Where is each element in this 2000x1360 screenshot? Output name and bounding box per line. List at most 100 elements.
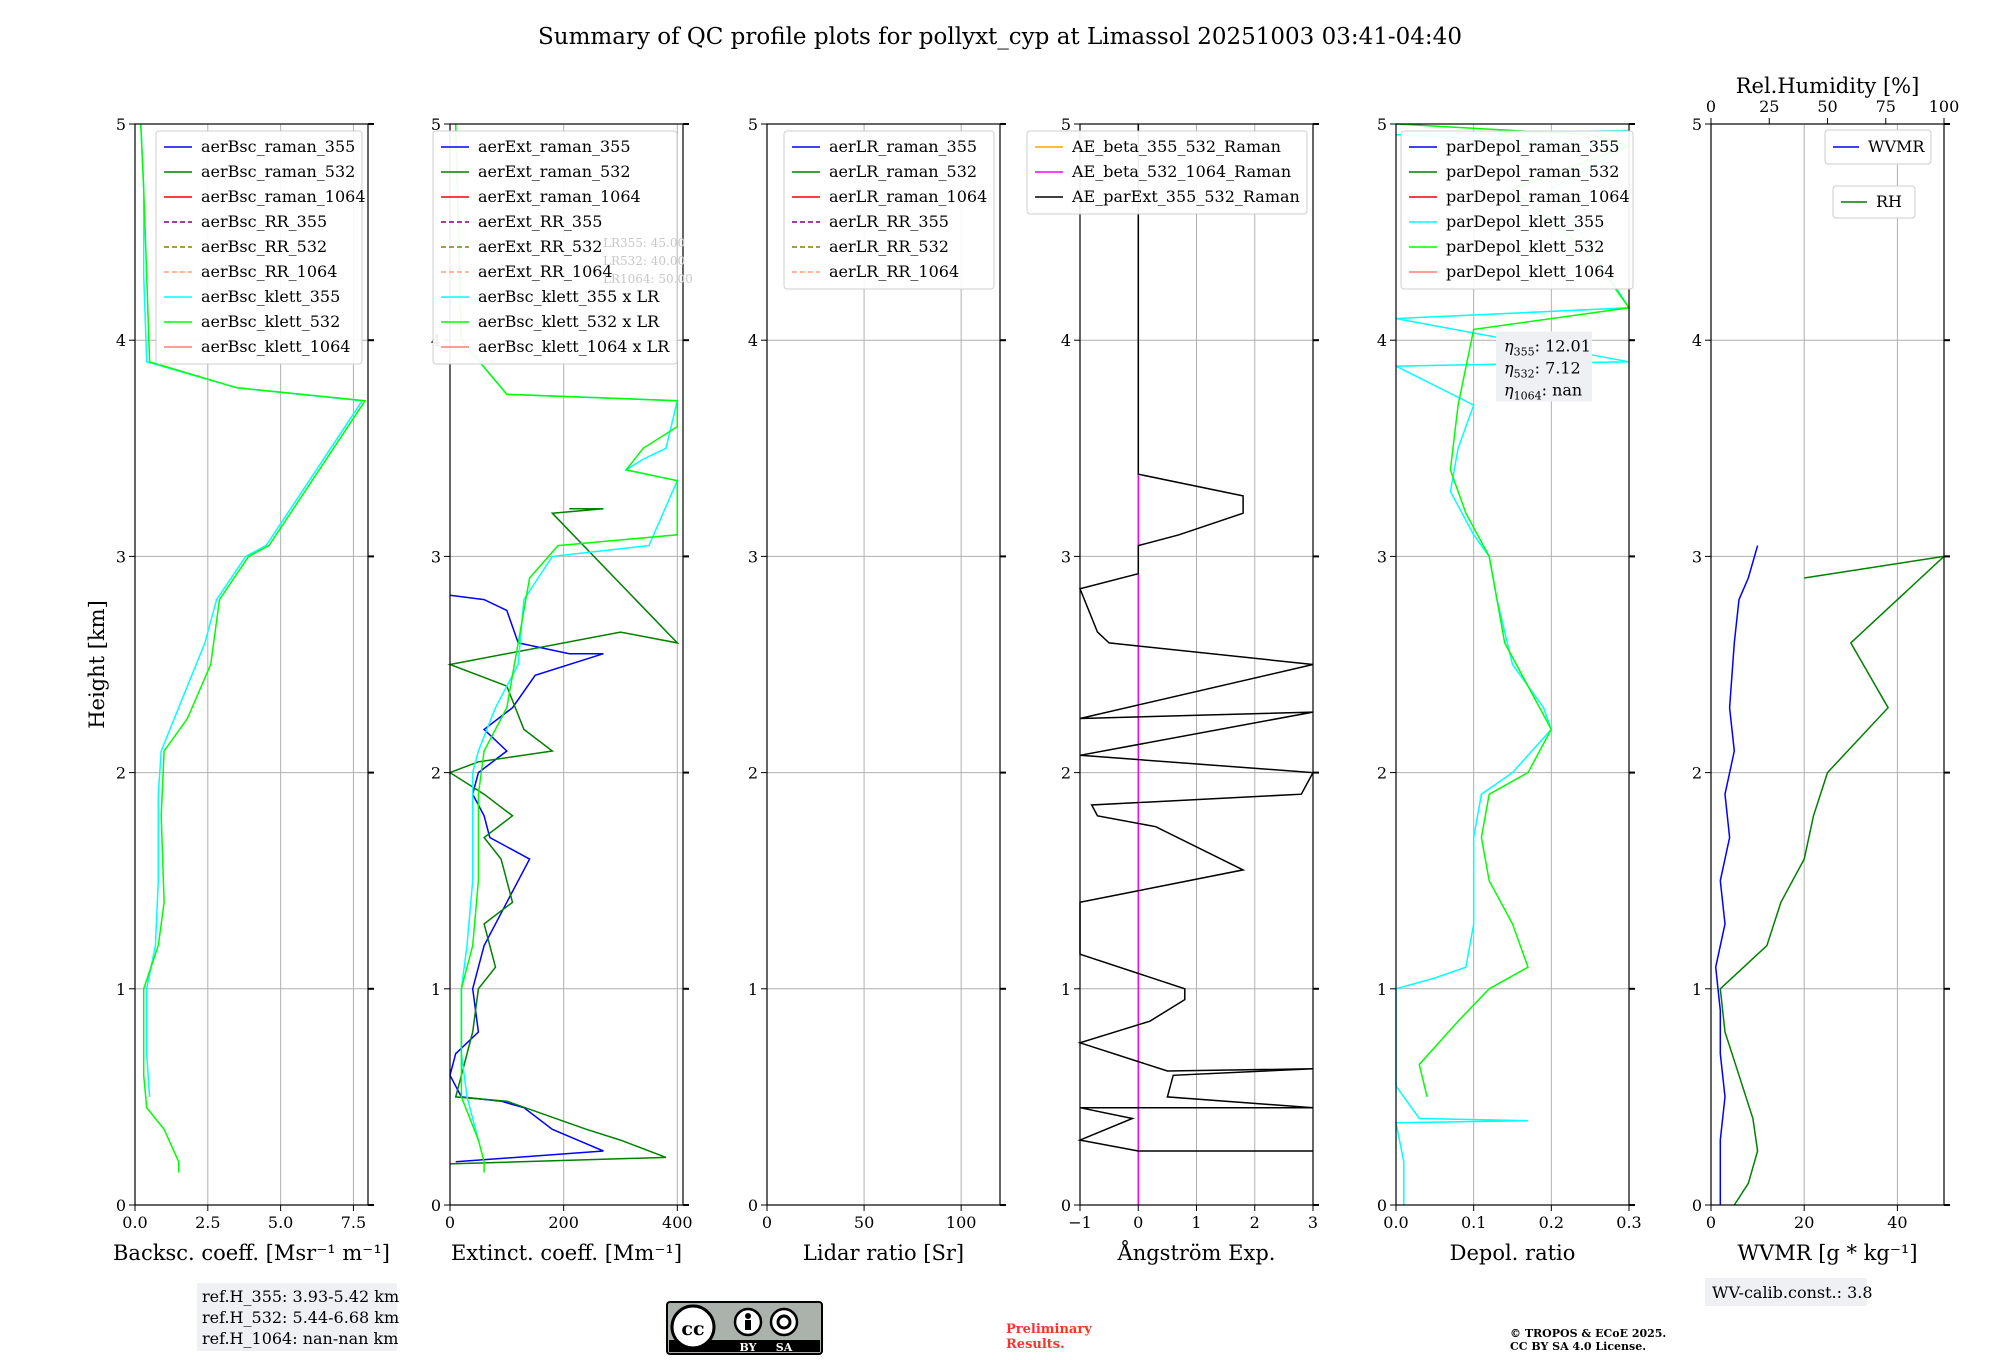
legend-entry: aerExt_raman_532 [478, 162, 631, 181]
panel-1: 0.0 2.5 5.0 7.5 0 1 2 3 4 5 Backsc. coeff. [Msr⁻¹ … [85, 115, 399, 1351]
preliminary-line-1: Preliminary [1006, 1322, 1092, 1337]
share-alike-icon [769, 1307, 799, 1337]
x-tick-label: 5.0 [268, 1213, 293, 1232]
legend-box [1400, 130, 1634, 290]
legend-entry: aerLR_RR_532 [829, 237, 949, 256]
x-tick-label: 2.5 [195, 1213, 220, 1232]
cc-by-label: BY [740, 1341, 757, 1354]
legend: parDepol_raman_355 parDepol_raman_532 parD… [1400, 130, 1634, 290]
x-tick-label: 2 [1250, 1213, 1260, 1232]
legend-entry: aerBsc_klett_1064 x LR [478, 337, 670, 356]
x-axis-label: Lidar ratio [Sr] [803, 1241, 964, 1265]
lr-label: LR532: 40.00 [603, 254, 685, 268]
legend-entry: aerExt_RR_355 [478, 212, 602, 231]
legend-entry: aerExt_raman_1064 [478, 187, 641, 206]
x-tick-label: 0 [1133, 1213, 1143, 1232]
x-tick-label: 100 [946, 1213, 977, 1232]
series-line [447, 508, 680, 1165]
lr-label: LR355: 45.00 [603, 236, 685, 250]
legend-box [1832, 185, 1916, 219]
y-tick-label: 4 [1692, 331, 1702, 350]
y-tick-label: 5 [116, 115, 126, 134]
y-tick-label: 2 [1692, 764, 1702, 783]
legend-entry: aerBsc_klett_532 x LR [478, 312, 660, 331]
y-tick-label: 1 [1377, 980, 1387, 999]
y-tick-label: 3 [748, 547, 758, 566]
eta-entry: η532: 7.12 [1504, 359, 1581, 381]
plot-frame [1710, 123, 1945, 1206]
series-line [140, 123, 364, 1097]
lr-label: LR1064: 50.00 [603, 272, 693, 286]
x-tick-label: 50 [854, 1213, 874, 1232]
x-tick-label: 0.1 [1461, 1213, 1486, 1232]
y-tick-label: 0 [1692, 1196, 1702, 1215]
ref-height-line: ref.H_355: 3.93-5.42 km [202, 1287, 399, 1306]
y-tick-label: 4 [1377, 331, 1387, 350]
x-tick-label: 3 [1308, 1213, 1318, 1232]
y-tick-label: 4 [1061, 331, 1071, 350]
copyright-line-1: © TROPOS & ECoE 2025. [1510, 1327, 1666, 1340]
cc-license-badge[interactable]: cc BY SA [666, 1301, 823, 1355]
attribution-icon [733, 1307, 763, 1337]
y-tick-label: 3 [116, 547, 126, 566]
legend-entry: aerLR_raman_355 [829, 137, 977, 156]
x-axis-label: Depol. ratio [1450, 1241, 1576, 1265]
x2-tick-label: 100 [1929, 97, 1960, 116]
legend-entry: WVMR [1868, 137, 1925, 156]
legend-entry: parDepol_raman_355 [1446, 137, 1619, 156]
legend-entry: aerExt_raman_355 [478, 137, 631, 156]
x-tick-label: 400 [662, 1213, 693, 1232]
legend-entry: aerBsc_klett_532 [201, 312, 340, 331]
y-tick-label: 5 [1061, 115, 1071, 134]
legend-entry: aerExt_RR_1064 [478, 262, 613, 281]
legend-entry: aerBsc_klett_355 [201, 287, 340, 306]
legend-entry: RH [1876, 192, 1902, 211]
y-tick-label: 5 [1692, 115, 1702, 134]
x2-tick-label: 50 [1817, 97, 1837, 116]
legend-entry: aerBsc_raman_532 [201, 162, 355, 181]
legend: AE_beta_355_532_Raman AE_beta_532_1064_Ra… [1026, 130, 1308, 215]
panel-6: 0 20 40 0 1 2 3 4 5 WVMR [g * kg⁻¹] 0 25 50 75 100 Rel.… [1692, 74, 1959, 1306]
y-tick-label: 2 [116, 764, 126, 783]
panel-5: 0.0 0.1 0.2 0.3 0 1 2 3 4 5 Depol. ratio parDepol_r… [1377, 115, 1642, 1265]
x-tick-label: 0 [762, 1213, 772, 1232]
x-tick-label: 7.5 [341, 1213, 366, 1232]
y-tick-label: 3 [431, 547, 441, 566]
x2-axis-label: Rel.Humidity [%] [1736, 74, 1920, 98]
ref-height-background [197, 1283, 397, 1351]
y-tick-label: 1 [1061, 980, 1071, 999]
y-tick-label: 2 [1377, 764, 1387, 783]
y-tick-label: 0 [116, 1196, 126, 1215]
wv-calib-label: WV-calib.const.: 3.8 [1712, 1283, 1873, 1302]
legend-entry: parDepol_klett_1064 [1446, 262, 1615, 281]
series-line [1714, 545, 1759, 1205]
legend-entry: aerExt_RR_532 [478, 237, 602, 256]
legend-entry: aerBsc_RR_355 [201, 212, 327, 231]
x-tick-label: 0 [1706, 1213, 1716, 1232]
legend-box [1026, 130, 1308, 215]
legend-entry: aerBsc_klett_355 x LR [478, 287, 660, 306]
y-tick-label: 0 [748, 1196, 758, 1215]
eta-entry: η355: 12.01 [1504, 337, 1591, 359]
x-axis-label: WVMR [g * kg⁻¹] [1737, 1241, 1917, 1265]
y-tick-label: 5 [431, 115, 441, 134]
x-tick-label: 200 [548, 1213, 579, 1232]
y-tick-label: 0 [1061, 1196, 1071, 1215]
legend-entry: aerBsc_RR_1064 [201, 262, 337, 281]
plot-frame [134, 123, 369, 1206]
x-tick-label: 0.0 [1383, 1213, 1408, 1232]
legend-entry: parDepol_raman_532 [1446, 162, 1619, 181]
x-tick-label: −1 [1068, 1213, 1092, 1232]
y-tick-label: 1 [1692, 980, 1702, 999]
series-line [454, 123, 679, 1173]
ref-height-line: ref.H_532: 5.44-6.68 km [202, 1308, 399, 1327]
y-tick-label: 1 [748, 980, 758, 999]
legend-entry: parDepol_klett_532 [1446, 237, 1604, 256]
legend-entry: aerBsc_klett_1064 [201, 337, 350, 356]
y-axis-label: Height [km] [85, 600, 109, 729]
x-tick-label: 0.2 [1539, 1213, 1564, 1232]
panel-3: 0 50 100 0 1 2 3 4 5 Lidar ratio [Sr] aerLR_raman_… [748, 115, 1006, 1265]
legend-box [155, 130, 363, 365]
x-tick-label: 0.3 [1616, 1213, 1641, 1232]
